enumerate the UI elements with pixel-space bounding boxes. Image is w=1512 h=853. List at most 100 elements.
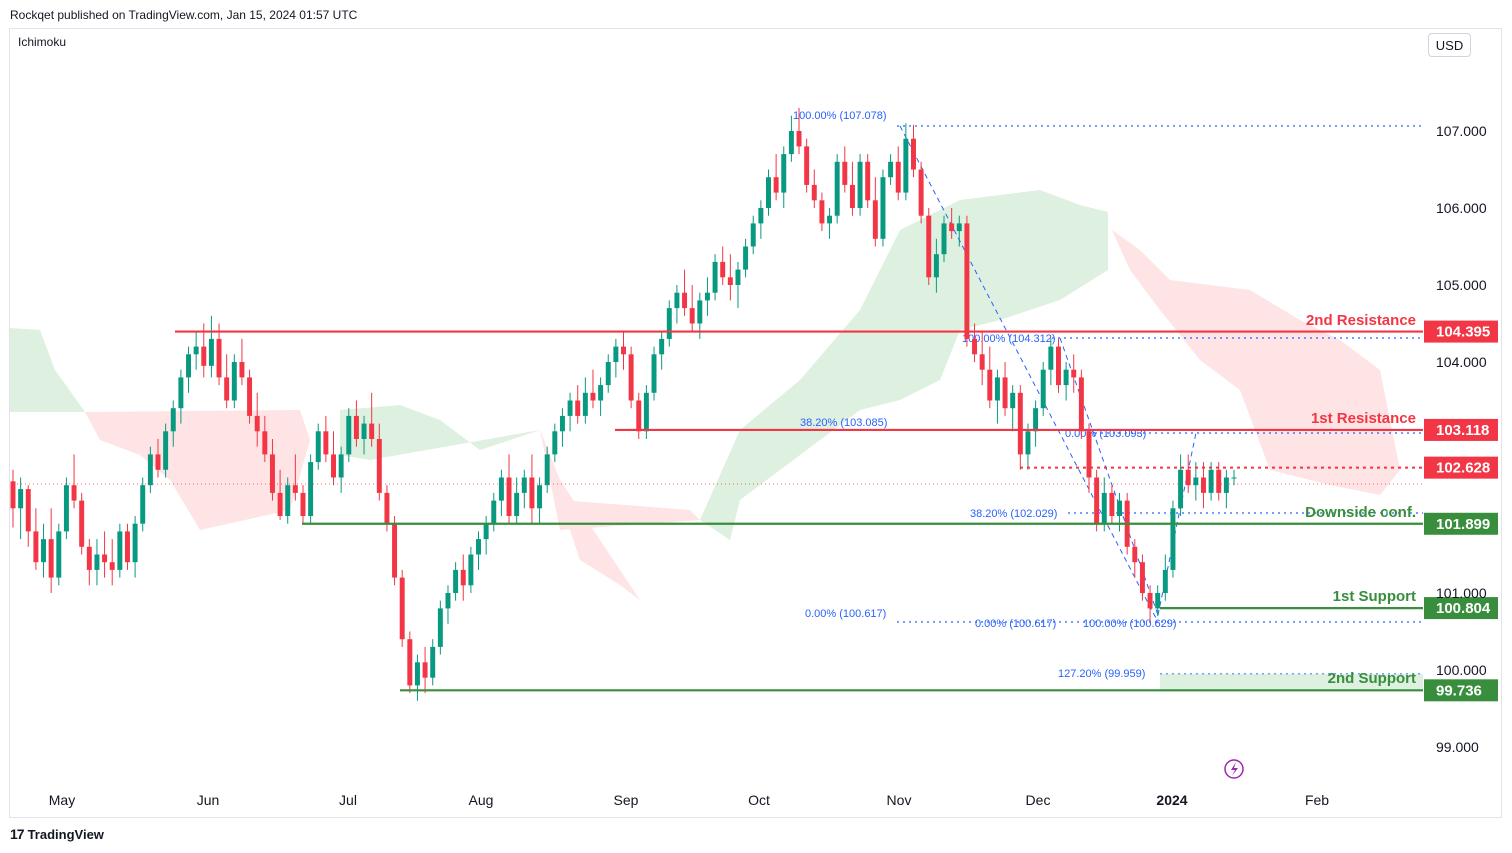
- candle-body: [880, 177, 886, 239]
- y-tick-label: 100.000: [1436, 662, 1487, 678]
- fib-label: 0.00% (100.617): [805, 608, 886, 620]
- candle-body: [132, 523, 138, 563]
- lightning-icon[interactable]: [1224, 759, 1244, 779]
- candle-body: [140, 485, 146, 524]
- candle: [1139, 554, 1145, 601]
- x-tick-label: Feb: [1305, 792, 1329, 808]
- fib-label: 0.00% (100.617): [975, 618, 1056, 630]
- candle: [529, 454, 535, 524]
- level-name: Downside conf.: [1305, 504, 1416, 521]
- candle-body: [376, 439, 382, 493]
- candle: [621, 331, 626, 370]
- candle: [315, 423, 321, 470]
- candle-body: [514, 492, 520, 516]
- candle-body: [735, 269, 741, 285]
- candle-body: [666, 308, 672, 339]
- fib-label: 100.00% (100.629): [1083, 618, 1177, 630]
- candle: [231, 354, 237, 409]
- candle-body: [10, 481, 16, 509]
- candle: [926, 208, 932, 285]
- candle-body: [1162, 569, 1168, 593]
- candle-body: [1094, 477, 1100, 524]
- candle-body: [338, 454, 344, 478]
- level-price-tag: [1424, 456, 1498, 479]
- candle-body: [544, 454, 550, 486]
- cloud-bear-dec: [1112, 230, 1400, 495]
- candle-body: [796, 131, 802, 147]
- candle-body: [308, 462, 314, 516]
- publisher-line: Rockqet published on TradingView.com, Ja…: [10, 8, 358, 22]
- candle-body: [1033, 408, 1039, 432]
- candle-body: [1170, 508, 1176, 570]
- candle: [827, 208, 833, 239]
- candle-body: [956, 223, 962, 232]
- candle: [445, 585, 451, 624]
- candle-body: [674, 292, 680, 309]
- candle-body: [224, 377, 230, 401]
- candle-body: [399, 577, 405, 640]
- candle-body: [71, 485, 77, 501]
- candle-body: [147, 454, 153, 486]
- fib-trend-1: [899, 125, 1159, 623]
- tradingview-footer[interactable]: 17 TradingView: [10, 826, 104, 842]
- candle: [941, 215, 947, 262]
- candle-body: [155, 454, 161, 470]
- indicator-label[interactable]: Ichimoku: [18, 35, 67, 49]
- candle-body: [468, 554, 474, 586]
- candle: [308, 454, 314, 524]
- candle-body: [1017, 392, 1023, 455]
- candle-body: [804, 146, 810, 185]
- candle: [735, 261, 741, 309]
- candle: [849, 161, 855, 216]
- candle: [369, 392, 375, 447]
- candle: [323, 415, 329, 463]
- candle: [186, 346, 191, 393]
- candle: [407, 631, 413, 694]
- candle: [483, 516, 489, 555]
- candle: [1101, 477, 1107, 532]
- candle-body: [1048, 346, 1054, 370]
- candle-body: [788, 131, 794, 155]
- candle: [720, 246, 726, 285]
- candle: [361, 415, 367, 455]
- support-resistance-levels: 104.395 2nd Resistance 103.118 1st Resistan…: [13, 312, 1498, 702]
- candle: [414, 654, 420, 701]
- candle: [1063, 362, 1069, 401]
- candle: [1178, 454, 1184, 516]
- candle-body: [911, 138, 916, 170]
- level-price-tag: [1424, 512, 1498, 535]
- candle-body: [453, 569, 459, 593]
- candle: [987, 346, 993, 409]
- candle-body: [1101, 492, 1107, 524]
- candle-body: [285, 485, 291, 516]
- level-price-tag: [1424, 418, 1498, 441]
- candle-body: [712, 261, 718, 293]
- candle-body: [1002, 377, 1008, 409]
- chart-frame[interactable]: [9, 28, 1502, 818]
- level-price-text: 103.118: [1436, 422, 1489, 439]
- candle: [506, 454, 512, 524]
- level-price-tag: [1424, 679, 1498, 702]
- currency-button[interactable]: USD: [1428, 33, 1471, 57]
- candle-body: [659, 338, 665, 355]
- candle-body: [781, 154, 787, 193]
- candle-body: [575, 400, 581, 416]
- candle-body: [1147, 593, 1153, 609]
- candle: [117, 523, 123, 578]
- candle-body: [590, 392, 596, 401]
- candle: [216, 323, 222, 386]
- candle-body: [1078, 377, 1084, 432]
- candle-body: [743, 246, 749, 270]
- candle-body: [79, 500, 85, 547]
- candle: [712, 254, 718, 301]
- candle-body: [506, 477, 512, 516]
- candle: [689, 285, 695, 332]
- candle: [498, 469, 504, 516]
- candle-body: [834, 161, 840, 216]
- candle: [1185, 454, 1191, 493]
- axes: 107.000 106.000 105.000 104.000 101.000 100.0…: [49, 123, 1487, 808]
- candle-body: [964, 223, 970, 339]
- candle: [865, 154, 871, 208]
- cloud-bear-aug: [540, 430, 700, 600]
